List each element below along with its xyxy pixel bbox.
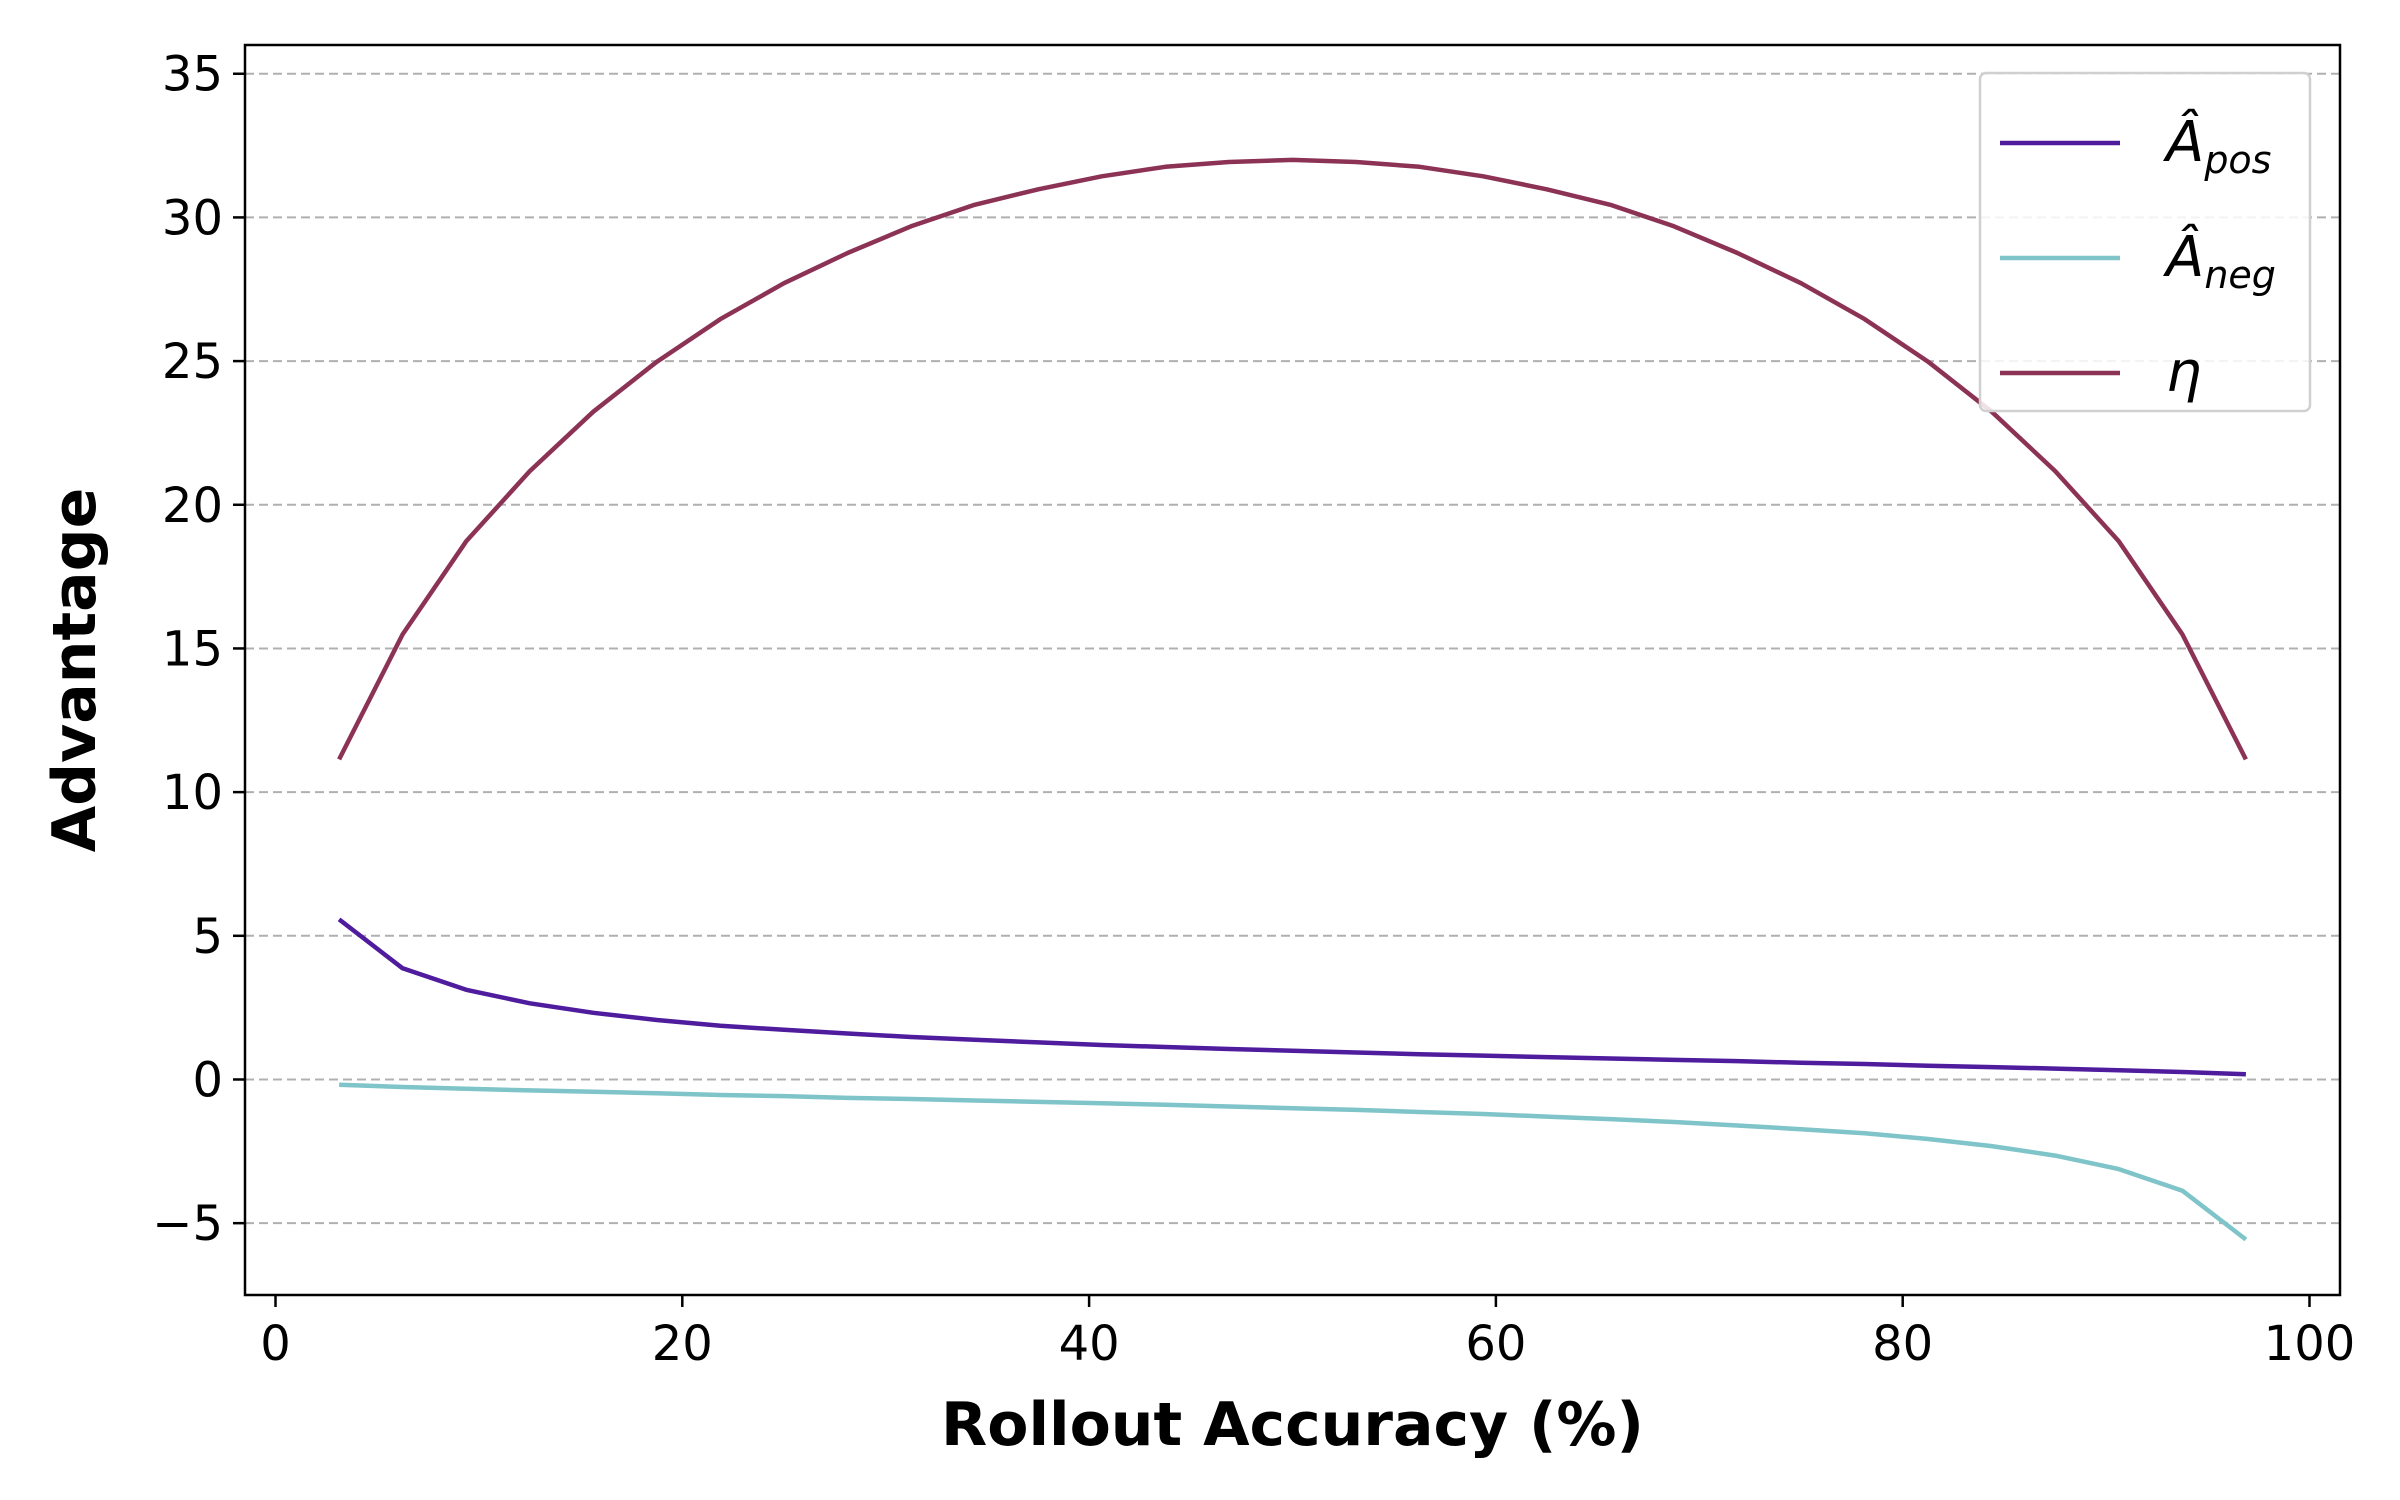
y-tick-label: 5 <box>192 909 223 965</box>
y-tick-label: 20 <box>162 478 223 534</box>
x-axis-ticks: 0 20 40 60 80 100 <box>260 1295 2355 1372</box>
y-axis-label: Advantage <box>40 488 110 853</box>
plot-frame <box>243 43 2342 1297</box>
y-tick-label: −5 <box>152 1196 223 1252</box>
y-tick-label: 10 <box>162 765 223 821</box>
y-axis-ticks: −5 0 5 10 15 20 25 30 35 <box>152 47 245 1252</box>
series-line-0 <box>337 917 2246 1077</box>
x-tick-label: 80 <box>1872 1316 1933 1372</box>
legend-label-2: η <box>2166 340 2202 405</box>
y-tick-label: 30 <box>162 190 223 246</box>
x-tick-label: 20 <box>652 1316 713 1372</box>
y-tick-label: 25 <box>162 334 223 390</box>
y-tick-label: 15 <box>162 621 223 677</box>
series-line-1 <box>339 1082 2248 1242</box>
x-tick-label: 0 <box>260 1316 291 1372</box>
y-tick-label: 35 <box>162 47 223 103</box>
x-tick-label: 100 <box>2264 1316 2356 1372</box>
x-axis-label: Rollout Accuracy (%) <box>941 1390 1644 1460</box>
legend-box <box>1978 71 2312 413</box>
series-line-2 <box>337 157 2248 761</box>
y-tick-label: 0 <box>192 1052 223 1108</box>
x-tick-label: 60 <box>1465 1316 1526 1372</box>
series-lines <box>337 157 2248 1242</box>
x-tick-label: 40 <box>1059 1316 1120 1372</box>
